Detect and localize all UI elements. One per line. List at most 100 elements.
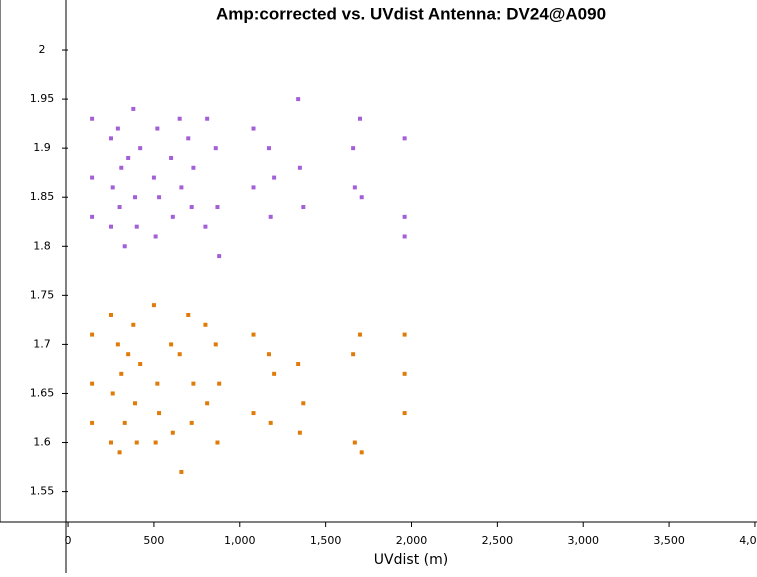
point [301, 205, 306, 210]
point [402, 234, 407, 239]
point [186, 312, 191, 317]
chart-title: Amp:corrected vs. UVdist Antenna: DV24@A… [216, 4, 606, 23]
point [122, 244, 127, 249]
point [191, 165, 196, 170]
point [90, 116, 95, 121]
point [90, 214, 95, 219]
point [357, 116, 362, 121]
point [359, 195, 364, 200]
x-tick-label: 2,500 [482, 534, 514, 547]
point [217, 381, 222, 386]
point [151, 175, 156, 180]
point [266, 352, 271, 357]
point [189, 205, 194, 210]
point [133, 401, 138, 406]
point [215, 440, 220, 445]
point [117, 205, 122, 210]
y-tick-label: 1.65 [30, 386, 55, 399]
point [117, 450, 122, 455]
x-tick-label: 2,000 [396, 534, 428, 547]
point [351, 146, 356, 151]
x-tick-label: 1,000 [224, 534, 256, 547]
point [251, 411, 256, 416]
point [169, 342, 174, 347]
point [151, 303, 156, 308]
point [357, 332, 362, 337]
point [296, 97, 301, 102]
y-tick-label: 1.75 [30, 288, 55, 301]
y-tick-label: 1.85 [30, 190, 55, 203]
point [157, 411, 162, 416]
point [205, 116, 210, 121]
point [119, 371, 124, 376]
point [402, 332, 407, 337]
y-tick-label: 1.95 [30, 92, 55, 105]
point [402, 214, 407, 219]
point [177, 116, 182, 121]
point [115, 342, 120, 347]
point [203, 322, 208, 327]
point [251, 126, 256, 131]
point [110, 391, 115, 396]
x-tick-label: 3,000 [567, 534, 599, 547]
point [108, 224, 113, 229]
point [126, 155, 131, 160]
point [186, 136, 191, 141]
point [251, 185, 256, 190]
point [189, 420, 194, 425]
point [153, 440, 158, 445]
x-tick-label: 1,500 [310, 534, 342, 547]
point [272, 175, 277, 180]
point [351, 352, 356, 357]
point [126, 352, 131, 357]
point [402, 371, 407, 376]
point [177, 352, 182, 357]
y-tick-label: 1.8 [33, 239, 51, 252]
point [359, 450, 364, 455]
point [205, 401, 210, 406]
point [108, 440, 113, 445]
point [217, 254, 222, 259]
x-tick-label: 3,500 [653, 534, 685, 547]
point [110, 185, 115, 190]
point [122, 420, 127, 425]
y-tick-label: 1.6 [33, 436, 51, 449]
point [153, 234, 158, 239]
point [133, 195, 138, 200]
point [251, 332, 256, 337]
y-tick-label: 1.7 [33, 337, 51, 350]
point [179, 185, 184, 190]
point [266, 146, 271, 151]
x-axis-label: UVdist (m) [374, 552, 448, 568]
point [191, 381, 196, 386]
point [301, 401, 306, 406]
point [90, 175, 95, 180]
point [352, 185, 357, 190]
x-tick-label: 4,000 [739, 534, 757, 547]
point [108, 136, 113, 141]
point [115, 126, 120, 131]
point [215, 205, 220, 210]
y-tick-label: 1.9 [33, 141, 51, 154]
point [155, 381, 160, 386]
point [213, 342, 218, 347]
point [170, 430, 175, 435]
point [119, 165, 124, 170]
point [297, 165, 302, 170]
point [170, 214, 175, 219]
point [169, 155, 174, 160]
point [296, 362, 301, 367]
y-tick-label: 2 [39, 43, 46, 56]
point [108, 312, 113, 317]
point [134, 440, 139, 445]
point [131, 322, 136, 327]
point [131, 106, 136, 111]
point [134, 224, 139, 229]
point [352, 440, 357, 445]
point [213, 146, 218, 151]
point [138, 362, 143, 367]
point [402, 136, 407, 141]
point [155, 126, 160, 131]
point [90, 420, 95, 425]
